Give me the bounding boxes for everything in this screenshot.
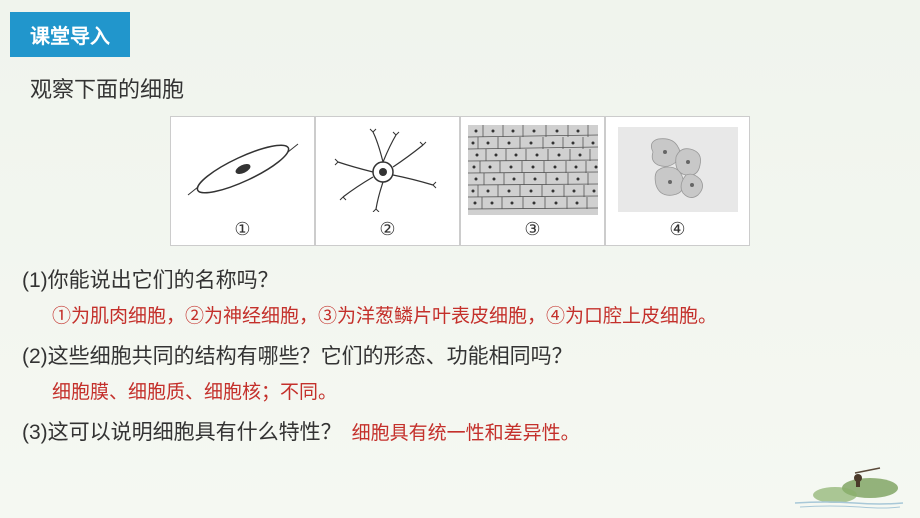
- image-label-1: ①: [234, 219, 250, 240]
- answer-2: 细胞膜、细胞质、细胞核；不同。: [52, 378, 920, 408]
- epithelial-cell-icon: [613, 122, 743, 217]
- neuron-cell-icon: [323, 122, 453, 217]
- cell-image-1: ①: [170, 116, 315, 246]
- image-label-2: ②: [379, 219, 395, 240]
- question-3: (3)这可以说明细胞具有什么特性？: [22, 416, 342, 450]
- answer-3: 细胞具有统一性和差异性。: [352, 418, 580, 445]
- question-1: (1)你能说出它们的名称吗？: [22, 264, 920, 298]
- image-label-4: ④: [669, 219, 685, 240]
- answer-1: ①为肌肉细胞，②为神经细胞，③为洋葱鳞片叶表皮细胞，④为口腔上皮细胞。: [52, 302, 920, 332]
- cell-image-4: ④: [605, 116, 750, 246]
- questions-block: (1)你能说出它们的名称吗？ ①为肌肉细胞，②为神经细胞，③为洋葱鳞片叶表皮细胞…: [22, 264, 920, 454]
- cell-images-row: ① ②: [0, 116, 920, 246]
- muscle-cell-icon: [178, 122, 308, 217]
- question-2: (2)这些细胞共同的结构有哪些？它们的形态、功能相同吗？: [22, 340, 920, 374]
- section-header-tab: 课堂导入: [10, 12, 130, 57]
- subtitle-text: 观察下面的细胞: [30, 72, 920, 104]
- onion-cell-icon: [468, 122, 598, 217]
- cell-image-3: ③: [460, 116, 605, 246]
- lotus-decoration-icon: [785, 453, 905, 513]
- cell-image-2: ②: [315, 116, 460, 246]
- image-label-3: ③: [524, 219, 540, 240]
